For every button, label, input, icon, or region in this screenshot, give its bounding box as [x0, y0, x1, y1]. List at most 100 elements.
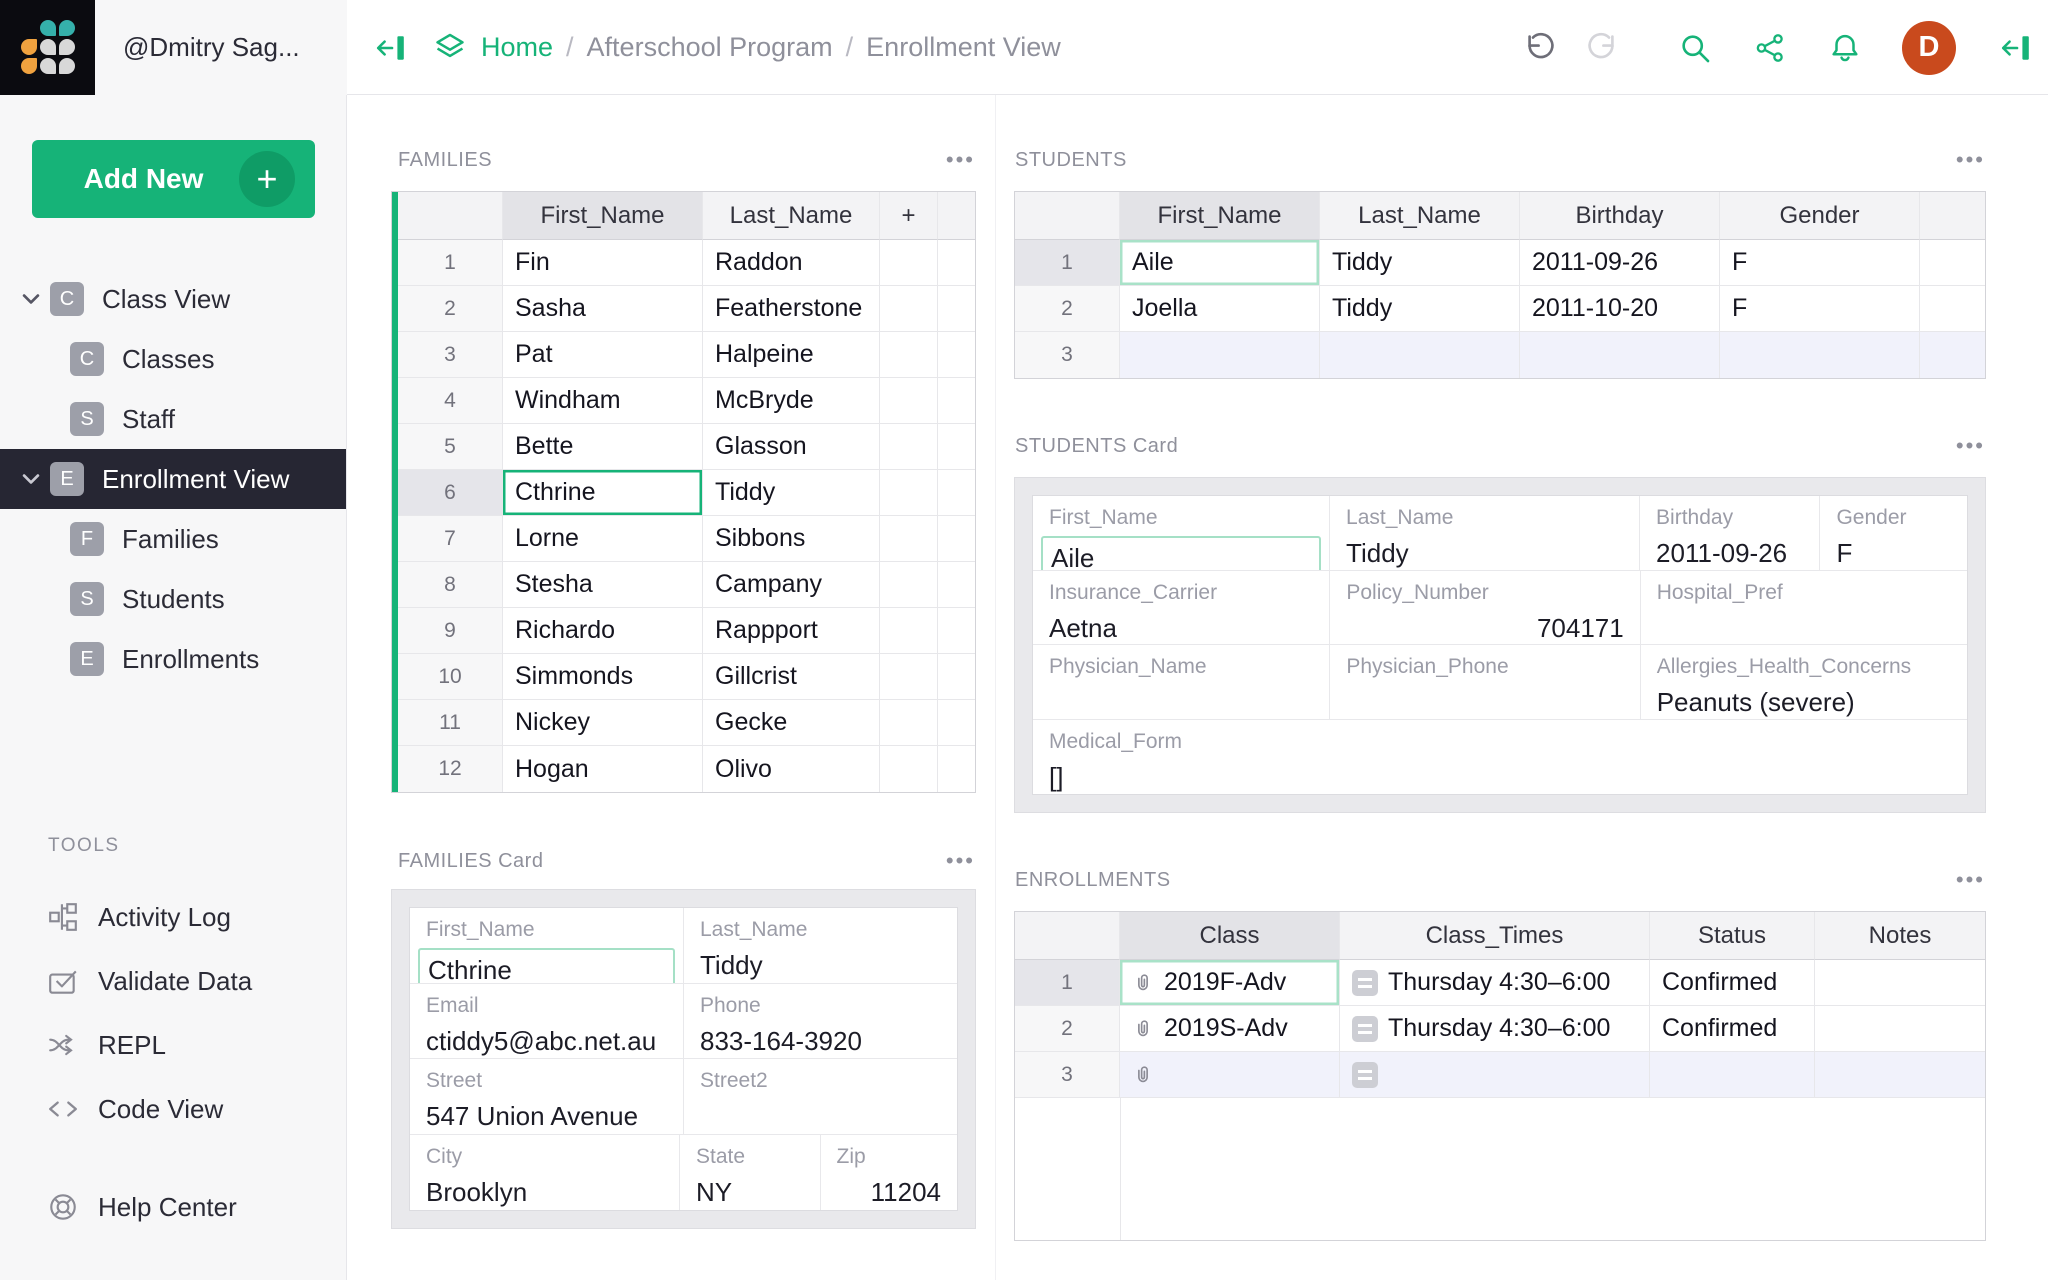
grid-cell[interactable]	[1720, 332, 1920, 378]
grid-cell[interactable]: F	[1720, 240, 1920, 286]
column-header[interactable]: Class	[1120, 912, 1340, 960]
sidebar-page-staff[interactable]: SStaff	[0, 389, 346, 449]
sidebar-page-students[interactable]: SStudents	[0, 569, 346, 629]
grid-cell[interactable]: Halpeine	[703, 332, 880, 378]
grid-cell[interactable]: Campany	[703, 562, 880, 608]
field-value[interactable]: 11204	[821, 1169, 958, 1208]
grid-cell[interactable]: Windham	[503, 378, 703, 424]
grid-cell[interactable]	[880, 654, 938, 700]
grid-cell[interactable]	[1815, 1052, 1985, 1098]
row-number-cell[interactable]: 1	[398, 240, 503, 286]
grid-cell-empty[interactable]	[1920, 332, 1985, 378]
grid-cell[interactable]: Cthrine	[503, 470, 703, 516]
tool-item-code-view[interactable]: Code View	[0, 1077, 346, 1141]
grid-cell[interactable]: Gillcrist	[703, 654, 880, 700]
grid-cell[interactable]: Confirmed	[1650, 1006, 1815, 1052]
grid-cell[interactable]: 2011-09-26	[1520, 240, 1720, 286]
grid-cell[interactable]: Gecke	[703, 700, 880, 746]
grid-cell[interactable]	[880, 332, 938, 378]
row-number-cell[interactable]: 11	[398, 700, 503, 746]
field-value[interactable]: F	[1820, 530, 1967, 569]
row-number-cell[interactable]: 1	[1015, 240, 1120, 286]
column-header[interactable]: Notes	[1815, 912, 1985, 960]
field-value[interactable]	[684, 1093, 957, 1129]
field-value[interactable]: Aetna	[1033, 605, 1329, 644]
chevron-down-icon[interactable]	[20, 288, 42, 310]
grid-cell[interactable]	[1120, 332, 1320, 378]
grid-cell[interactable]: Tiddy	[1320, 286, 1520, 332]
add-new-button[interactable]: Add New +	[32, 140, 315, 218]
grid-cell[interactable]: Bette	[503, 424, 703, 470]
row-number-cell[interactable]: 8	[398, 562, 503, 608]
row-number-cell[interactable]: 3	[398, 332, 503, 378]
field-value[interactable]: []	[1033, 754, 1967, 793]
grid-cell-empty[interactable]	[938, 378, 975, 424]
tool-item-repl[interactable]: REPL	[0, 1013, 346, 1077]
grid-cell-empty[interactable]	[938, 424, 975, 470]
grid-cell[interactable]: F	[1720, 286, 1920, 332]
grid-cell-empty[interactable]	[938, 470, 975, 516]
column-header[interactable]: Status	[1650, 912, 1815, 960]
field-value[interactable]: 833-164-3920	[684, 1018, 957, 1057]
share-icon[interactable]	[1754, 32, 1786, 64]
breadcrumb-home[interactable]: Home	[481, 32, 553, 63]
section-menu-icon[interactable]: •••	[1956, 875, 1985, 885]
grid-cell[interactable]	[1320, 332, 1520, 378]
grid-cell-empty[interactable]	[938, 516, 975, 562]
grid-cell[interactable]: Aile	[1120, 240, 1320, 286]
grid-cell[interactable]	[880, 746, 938, 792]
row-number-cell[interactable]: 6	[398, 470, 503, 516]
grid-cell-empty[interactable]	[938, 240, 975, 286]
grid-cell-empty[interactable]	[938, 746, 975, 792]
breadcrumb-item[interactable]: Enrollment View	[866, 32, 1061, 62]
add-column-button[interactable]: +	[880, 192, 938, 240]
grid-cell[interactable]: 2011-10-20	[1520, 286, 1720, 332]
grid-cell-empty[interactable]	[1920, 286, 1985, 332]
grid-cell[interactable]: Nickey	[503, 700, 703, 746]
row-number-cell[interactable]: 3	[1015, 332, 1120, 378]
section-divider[interactable]	[995, 95, 996, 1280]
grid-cell[interactable]: Tiddy	[1320, 240, 1520, 286]
field-value[interactable]: Peanuts (severe)	[1641, 679, 1967, 718]
grid-cell[interactable]: Featherstone	[703, 286, 880, 332]
column-header[interactable]: Last_Name	[1320, 192, 1520, 240]
column-header[interactable]: First_Name	[1120, 192, 1320, 240]
row-number-cell[interactable]: 9	[398, 608, 503, 654]
grid-cell[interactable]	[880, 240, 938, 286]
notifications-bell-icon[interactable]	[1828, 31, 1862, 65]
section-menu-icon[interactable]: •••	[946, 856, 975, 866]
tool-item-validate-data[interactable]: Validate Data	[0, 949, 346, 1013]
grid-cell[interactable]: Thursday 4:30–6:00	[1340, 960, 1650, 1006]
row-number-cell[interactable]: 1	[1015, 960, 1120, 1006]
grid-cell[interactable]	[880, 608, 938, 654]
tool-item-help-center[interactable]: Help Center	[0, 1175, 346, 1239]
grid-cell[interactable]	[1815, 960, 1985, 1006]
grid-cell[interactable]: Olivo	[703, 746, 880, 792]
grid-cell[interactable]: Glasson	[703, 424, 880, 470]
grid-cell[interactable]: Sibbons	[703, 516, 880, 562]
grid-cell-empty[interactable]	[938, 654, 975, 700]
grid-cell[interactable]	[1120, 1052, 1340, 1098]
row-number-cell[interactable]: 5	[398, 424, 503, 470]
grid-cell[interactable]	[880, 286, 938, 332]
grid-cell-empty[interactable]	[938, 332, 975, 378]
grid-cell[interactable]	[880, 470, 938, 516]
redo-icon[interactable]	[1586, 30, 1622, 66]
grid-cell-empty[interactable]	[938, 562, 975, 608]
grid-cell-empty[interactable]	[938, 700, 975, 746]
field-value[interactable]: NY	[680, 1169, 819, 1208]
row-number-cell[interactable]: 3	[1015, 1052, 1120, 1098]
section-menu-icon[interactable]: •••	[946, 155, 975, 165]
row-number-cell[interactable]: 7	[398, 516, 503, 562]
collapse-right-panel-icon[interactable]	[2000, 32, 2032, 64]
grid-cell[interactable]	[880, 424, 938, 470]
row-number-cell[interactable]: 2	[398, 286, 503, 332]
sidebar-page-class-view[interactable]: CClass View	[0, 269, 346, 329]
field-value[interactable]: Tiddy	[684, 942, 957, 981]
row-number-cell[interactable]: 10	[398, 654, 503, 700]
row-number-cell[interactable]: 2	[1015, 1006, 1120, 1052]
column-header[interactable]: First_Name	[503, 192, 703, 240]
grid-cell[interactable]	[880, 378, 938, 424]
grid-cell[interactable]: Stesha	[503, 562, 703, 608]
column-header[interactable]: Class_Times	[1340, 912, 1650, 960]
